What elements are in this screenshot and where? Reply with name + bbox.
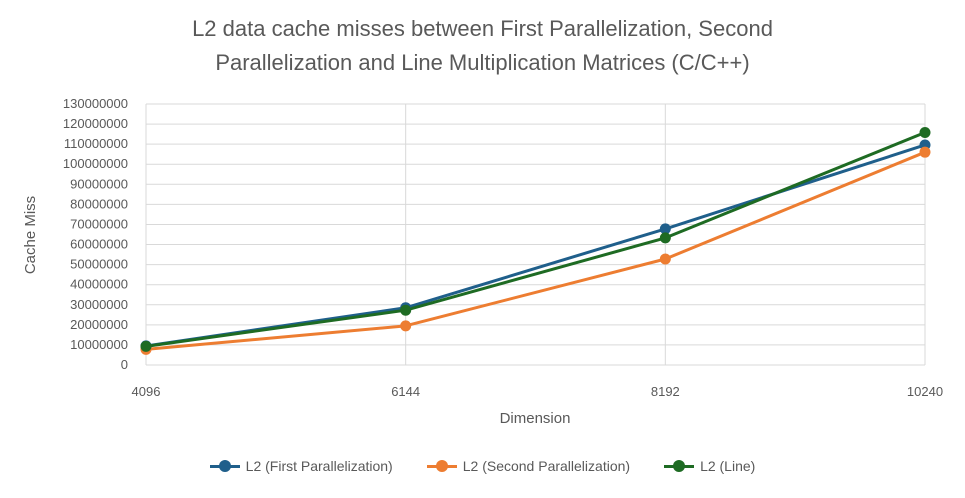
y-tick-label: 40000000	[70, 277, 128, 292]
y-tick-label: 30000000	[70, 297, 128, 312]
data-point-series-3	[400, 304, 412, 316]
x-tick-label: 8192	[651, 384, 680, 399]
y-tick-label: 100000000	[63, 156, 128, 171]
legend-swatch	[426, 460, 457, 472]
y-axis-title: Cache Miss	[22, 196, 39, 274]
y-tick-label: 60000000	[70, 237, 128, 252]
y-tick-label: 20000000	[70, 317, 128, 332]
series-line-1	[145, 143, 926, 348]
data-point-series-2	[400, 320, 412, 332]
legend: L2 (First Parallelization) L2 (Second Par…	[0, 458, 965, 474]
series-line-2	[145, 150, 926, 351]
y-tick-label: 50000000	[70, 257, 128, 272]
legend-label: L2 (Line)	[700, 458, 756, 474]
y-tick-label: 10000000	[70, 337, 128, 352]
data-point-series-3	[919, 127, 931, 139]
x-tick-label: 4096	[132, 384, 161, 399]
data-point-series-3	[140, 340, 152, 352]
y-tick-label: 80000000	[70, 196, 128, 211]
legend-item-1: L2 (First Parallelization)	[209, 458, 393, 474]
x-tick-label: 10240	[907, 384, 943, 399]
data-point-series-2	[659, 253, 671, 265]
series-group	[140, 127, 931, 355]
data-point-series-3	[659, 232, 671, 244]
y-tick-label: 130000000	[63, 96, 128, 111]
y-tick-label: 90000000	[70, 176, 128, 191]
legend-swatch	[209, 460, 240, 472]
x-axis-title: Dimension	[500, 410, 571, 427]
legend-item-3: L2 (Line)	[664, 458, 755, 474]
legend-label: L2 (First Parallelization)	[245, 458, 393, 474]
y-tick-label: 70000000	[70, 216, 128, 231]
legend-item-2: L2 (Second Parallelization)	[426, 458, 631, 474]
y-tick-label: 0	[121, 357, 128, 372]
y-tick-labels: 0 10000000 20000000 30000000 40000000 5000000…	[63, 96, 128, 372]
y-tick-label: 110000000	[64, 136, 128, 151]
data-point-series-1	[659, 223, 671, 235]
legend-label: L2 (Second Parallelization)	[462, 458, 631, 474]
x-tick-label: 6144	[391, 384, 420, 399]
chart-title-line2: Parallelization and Line Multiplication …	[215, 50, 750, 75]
data-point-series-2	[919, 146, 931, 158]
gridlines	[145, 103, 926, 366]
series-line-3	[145, 131, 926, 348]
y-tick-label: 120000000	[63, 116, 128, 131]
chart-title-line1: L2 data cache misses between First Paral…	[192, 16, 773, 41]
legend-swatch	[664, 460, 695, 472]
x-tick-labels: 4096 6144 8192 10240	[132, 384, 944, 399]
